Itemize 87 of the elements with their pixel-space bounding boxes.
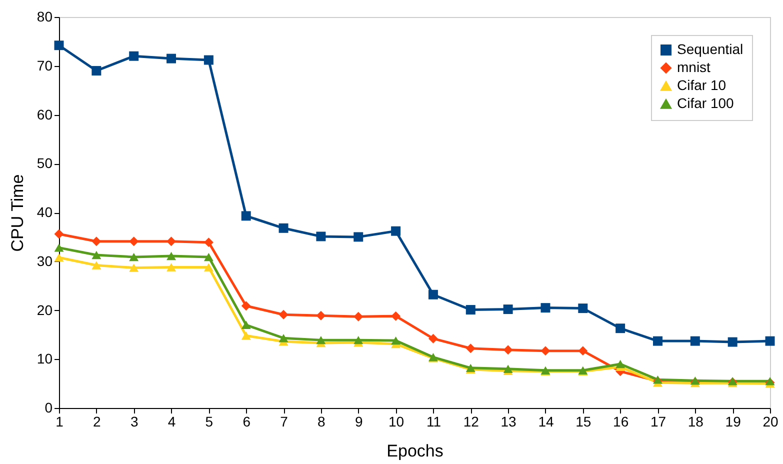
y-tick-label: 50 [36, 155, 53, 172]
point [166, 263, 176, 272]
x-tick-label: 3 [130, 414, 138, 430]
point [316, 232, 326, 242]
point [92, 236, 102, 246]
x-axis-title: Epochs [386, 442, 444, 460]
point [428, 290, 438, 300]
point [690, 336, 700, 346]
point [204, 263, 214, 272]
y-axis-title: CPU Time [8, 174, 27, 252]
legend-label: mnist [677, 59, 711, 75]
point [503, 304, 513, 314]
point [129, 264, 139, 272]
point [54, 229, 64, 239]
x-tick-label: 7 [280, 414, 288, 430]
point [578, 304, 588, 314]
point [278, 334, 288, 342]
point [129, 236, 139, 246]
point [765, 336, 775, 346]
x-tick-label: 12 [463, 414, 480, 430]
y-tick-label: 70 [36, 57, 53, 74]
x-tick-label: 19 [725, 414, 742, 430]
legend-label: Cifar 10 [677, 77, 726, 93]
point [354, 232, 364, 242]
point [204, 55, 214, 65]
point [92, 66, 102, 76]
point [391, 226, 401, 236]
x-tick-label: 5 [205, 414, 214, 430]
y-tick-label: 10 [36, 350, 53, 367]
x-tick-label: 6 [242, 414, 251, 430]
point [129, 252, 139, 262]
point [278, 223, 288, 233]
x-tick-label: 17 [650, 414, 666, 430]
point [466, 305, 476, 315]
point [354, 312, 364, 322]
x-tick-label: 13 [500, 414, 517, 430]
point [616, 324, 626, 334]
point [166, 54, 176, 64]
y-tick-label: 60 [36, 106, 53, 122]
x-tick-label: 10 [388, 414, 404, 430]
point [54, 40, 64, 50]
point [54, 253, 64, 262]
y-tick-label: 0 [44, 400, 53, 416]
point [92, 250, 102, 260]
point [540, 346, 550, 356]
x-tick-label: 4 [168, 414, 176, 430]
x-tick-label: 18 [688, 414, 704, 430]
x-tick-label: 20 [762, 414, 778, 430]
point [354, 336, 364, 344]
y-tick-label: 40 [36, 204, 53, 220]
x-tick-label: 9 [354, 414, 363, 430]
point [578, 346, 588, 356]
point [503, 345, 513, 355]
point [241, 211, 251, 221]
point [204, 252, 214, 262]
point [92, 261, 102, 270]
point [466, 344, 476, 354]
point [540, 303, 550, 313]
x-tick-label: 1 [56, 414, 64, 430]
point [652, 336, 662, 346]
x-tick-label: 2 [93, 414, 102, 430]
point [241, 332, 251, 340]
y-tick-label: 80 [36, 8, 53, 24]
point [241, 301, 251, 311]
point [166, 236, 176, 246]
point [728, 337, 738, 347]
x-tick-label: 14 [538, 414, 554, 430]
point [204, 238, 214, 248]
x-tick-label: 15 [576, 414, 592, 430]
x-tick-label: 11 [426, 414, 442, 430]
point [166, 252, 176, 260]
point [391, 311, 401, 321]
point [616, 360, 626, 368]
y-tick-label: 30 [36, 252, 53, 269]
point [278, 310, 288, 320]
point [316, 336, 326, 344]
y-tick-label: 20 [36, 302, 53, 318]
x-tick-label: 8 [318, 414, 326, 430]
point [129, 51, 139, 61]
point [391, 336, 401, 345]
legend-label: Cifar 100 [677, 95, 734, 111]
point [241, 320, 251, 330]
x-tick-label: 16 [613, 414, 629, 430]
legend-label: Sequential [677, 41, 744, 57]
point [54, 244, 64, 252]
point [428, 334, 438, 344]
point [316, 310, 326, 320]
